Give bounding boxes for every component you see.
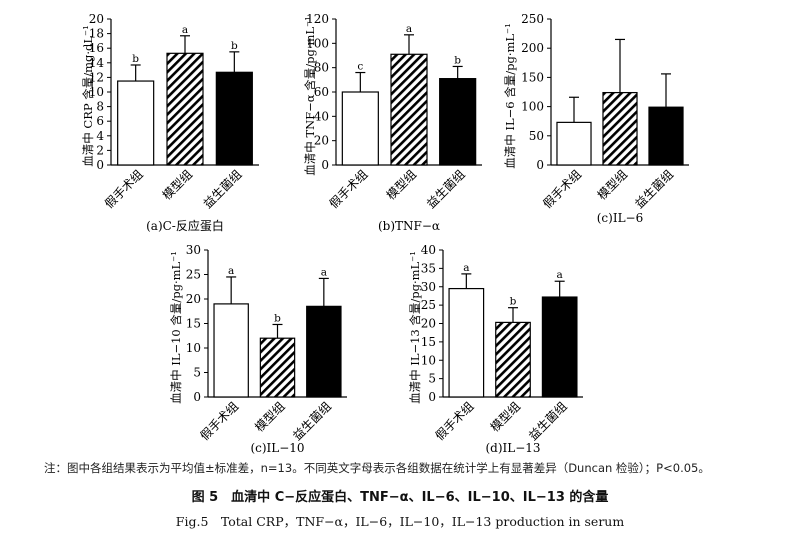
y-tick-label-c: 250	[521, 12, 544, 26]
bar-d-0	[213, 303, 249, 398]
category-label-b-2: 益生菌组	[424, 167, 468, 211]
bar-d-2	[306, 305, 342, 398]
significance-letter-e-2: a	[557, 269, 563, 281]
panel-caption-c: (c)IL−6	[597, 211, 643, 225]
y-tick-label-c: 150	[521, 70, 544, 84]
y-axis-label-d: 血清中 IL−10 含量/pg·mL⁻¹	[169, 251, 183, 404]
figure-caption-en: Fig.5 Total CRP，TNF−α，IL−6，IL−10，IL−13 p…	[175, 514, 625, 529]
y-tick-label-c: 50	[529, 129, 544, 143]
y-tick-label-b: 100	[306, 36, 329, 50]
y-tick-label-e: 40	[421, 243, 436, 257]
bar-a-1	[166, 52, 204, 166]
y-tick-label-a: 0	[96, 158, 104, 172]
y-tick-label-c: 200	[521, 41, 544, 55]
y-tick-label-d: 25	[186, 268, 201, 282]
y-tick-label-d: 0	[193, 390, 201, 404]
y-tick-label-e: 25	[421, 298, 436, 312]
category-label-a-2: 益生菌组	[201, 167, 245, 211]
category-label-d-2: 益生菌组	[290, 399, 334, 443]
category-label-e-0: 假手术组	[433, 399, 477, 443]
bar-e-0	[448, 287, 485, 398]
y-tick-label-b: 20	[314, 134, 329, 148]
bar-e-2	[541, 296, 578, 398]
significance-letter-d-2: a	[321, 266, 327, 278]
y-axis-label-a: 血清中 CRP 含量/mg·dL⁻¹	[81, 25, 95, 166]
y-tick-label-c: 0	[536, 158, 544, 172]
significance-letter-b-0: c	[357, 61, 363, 73]
significance-letter-d-0: a	[228, 265, 234, 277]
bar-c-2	[648, 106, 684, 166]
significance-letter-a-2: b	[231, 40, 238, 52]
bar-e-1	[495, 321, 531, 398]
category-label-a-0: 假手术组	[102, 167, 146, 211]
panel-caption-e: (d)IL−13	[485, 441, 540, 455]
y-tick-label-c: 100	[521, 100, 544, 114]
significance-letter-a-1: a	[182, 24, 188, 36]
y-axis-label-c: 血清中 IL−6 含量/pg·mL⁻¹	[503, 23, 517, 168]
y-tick-label-e: 10	[421, 353, 436, 367]
y-axis-label-b: 血清中 TNF−α 含量/pg·mL⁻¹	[303, 16, 317, 175]
significance-letter-e-0: a	[463, 262, 469, 274]
category-label-e-1: 模型组	[488, 399, 523, 434]
y-tick-label-b: 120	[306, 12, 329, 26]
panel-caption-d: (c)IL−10	[250, 441, 304, 455]
y-tick-label-e: 35	[421, 261, 436, 275]
bar-b-2	[439, 78, 477, 166]
y-tick-label-d: 5	[193, 366, 201, 380]
significance-letter-a-0: b	[132, 53, 139, 65]
y-tick-label-d: 15	[186, 317, 201, 331]
y-tick-label-e: 5	[428, 372, 436, 386]
significance-letter-e-1: b	[510, 296, 517, 308]
y-tick-label-a: 12	[89, 70, 104, 84]
category-label-c-0: 假手术组	[540, 167, 584, 211]
y-tick-label-b: 40	[314, 109, 329, 123]
panel-caption-b: (b)TNF−α	[378, 219, 440, 233]
y-tick-label-b: 80	[314, 61, 329, 75]
y-tick-label-a: 8	[96, 100, 104, 114]
category-label-c-2: 益生菌组	[632, 167, 676, 211]
bar-b-1	[390, 53, 428, 166]
y-tick-label-e: 15	[421, 335, 436, 349]
y-tick-label-a: 20	[89, 12, 104, 26]
significance-letter-b-2: b	[454, 54, 461, 66]
y-tick-label-b: 0	[321, 158, 329, 172]
y-tick-label-b: 60	[314, 85, 329, 99]
y-tick-label-d: 30	[186, 243, 201, 257]
panel-caption-a: (a)C-反应蛋白	[146, 218, 224, 233]
category-label-a-1: 模型组	[160, 167, 195, 202]
bar-a-2	[215, 71, 253, 166]
bar-c-0	[556, 121, 592, 166]
category-label-d-0: 假手术组	[197, 399, 241, 443]
category-label-d-1: 模型组	[252, 399, 287, 434]
bar-d-1	[259, 337, 296, 398]
y-tick-label-a: 16	[89, 41, 104, 55]
category-label-b-0: 假手术组	[327, 167, 371, 211]
category-label-b-1: 模型组	[384, 167, 419, 202]
category-label-e-2: 益生菌组	[526, 399, 570, 443]
y-tick-label-a: 2	[96, 143, 104, 157]
y-tick-label-d: 20	[186, 292, 201, 306]
bar-a-0	[117, 80, 155, 166]
y-tick-label-a: 4	[96, 129, 104, 143]
significance-letter-b-1: a	[406, 23, 412, 35]
y-tick-label-e: 20	[421, 317, 436, 331]
category-label-c-1: 模型组	[595, 167, 630, 202]
bar-c-1	[602, 91, 638, 166]
significance-letter-d-1: b	[274, 312, 281, 324]
figure-note: 注：图中各组结果表示为平均值±标准差，n=13。不同英文字母表示各组数据在统计学…	[44, 461, 710, 475]
y-tick-label-a: 6	[96, 114, 104, 128]
y-axis-label-e: 血清中 IL−13 含量/pg·mL⁻¹	[408, 251, 422, 404]
y-tick-label-e: 0	[428, 390, 436, 404]
y-tick-label-e: 30	[421, 280, 436, 294]
y-tick-label-a: 18	[89, 27, 104, 41]
figure-caption-cn: 图 5 血清中 C−反应蛋白、TNF−α、IL−6、IL−10、IL−13 的含…	[191, 490, 609, 505]
y-tick-label-a: 14	[89, 56, 105, 70]
bar-b-0	[341, 91, 379, 166]
y-tick-label-d: 10	[186, 341, 201, 355]
y-tick-label-a: 10	[89, 85, 104, 99]
